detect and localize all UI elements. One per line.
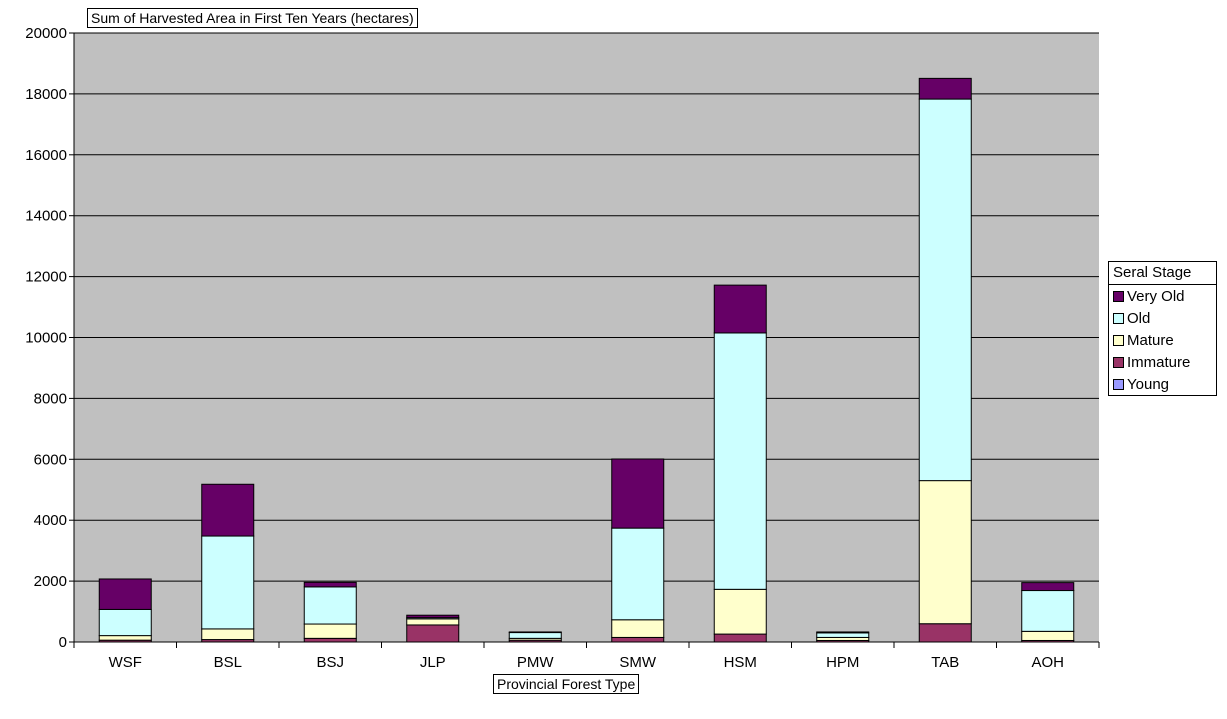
bar-segment xyxy=(303,581,357,588)
bar-segment xyxy=(508,632,562,639)
x-tick-label: WSF xyxy=(109,654,142,671)
x-tick-label: HSM xyxy=(724,654,757,671)
bar-segment xyxy=(611,458,665,529)
bar-segment xyxy=(1021,630,1075,641)
legend-title: Seral Stage xyxy=(1109,262,1216,285)
y-tick-label: 6000 xyxy=(34,451,67,468)
legend-item: Immature xyxy=(1109,351,1216,373)
x-tick-label: SMW xyxy=(619,654,657,671)
bars xyxy=(98,77,1075,643)
bar-segment xyxy=(713,633,767,643)
bar-segment xyxy=(713,284,767,334)
legend-item: Very Old xyxy=(1109,285,1216,307)
bar-segment xyxy=(611,619,665,638)
bar-segment xyxy=(611,636,665,643)
bar-segment xyxy=(816,632,870,638)
chart-title: Sum of Harvested Area in First Ten Years… xyxy=(87,8,418,28)
bar-segment xyxy=(303,586,357,625)
bar-segment xyxy=(406,614,460,619)
bar-segment xyxy=(918,98,972,482)
bar-segment xyxy=(918,623,972,643)
y-tick-label: 2000 xyxy=(34,573,67,590)
bar-segment xyxy=(201,535,255,630)
bar-segment xyxy=(98,578,152,610)
legend-label: Mature xyxy=(1127,331,1174,349)
bar-segment xyxy=(713,332,767,590)
legend-swatch xyxy=(1113,356,1124,368)
bar-segment xyxy=(918,77,972,100)
legend-item: Young xyxy=(1109,373,1216,395)
bar-segment xyxy=(1021,590,1075,632)
bar-segment xyxy=(918,480,972,625)
bar-segment xyxy=(98,608,152,637)
x-tick-label: TAB xyxy=(931,654,959,671)
bar-segment xyxy=(303,623,357,639)
y-tick-label: 8000 xyxy=(34,390,67,407)
y-tick-label: 14000 xyxy=(25,208,67,225)
x-tick-label: PMW xyxy=(517,654,555,671)
x-tick-label: BSL xyxy=(214,654,242,671)
y-tick-label: 18000 xyxy=(25,86,67,103)
x-tick-label: JLP xyxy=(420,654,446,671)
bar-segment xyxy=(406,624,460,643)
y-tick-label: 20000 xyxy=(25,25,67,42)
bar-segment xyxy=(303,637,357,643)
bar-segment xyxy=(816,631,870,634)
y-axis-ticks: 0 2000 4000 6000 8000 10000 12000 14000 16000 180… xyxy=(25,25,74,651)
legend-swatch xyxy=(1113,312,1124,324)
legend-label: Very Old xyxy=(1127,287,1185,305)
bar-segment xyxy=(713,588,767,635)
x-tick-label: BSJ xyxy=(316,654,344,671)
legend-item: Old xyxy=(1109,307,1216,329)
bar-segment xyxy=(1021,582,1075,592)
legend-label: Immature xyxy=(1127,353,1191,371)
legend-swatch xyxy=(1113,334,1124,346)
y-tick-label: 4000 xyxy=(34,512,67,529)
y-tick-label: 10000 xyxy=(25,330,67,347)
x-tick-label: AOH xyxy=(1031,654,1064,671)
bar-segment xyxy=(508,631,562,634)
bar-segment xyxy=(406,618,460,626)
y-tick-label: 16000 xyxy=(25,147,67,164)
bar-segment xyxy=(201,628,255,641)
x-axis-title: Provincial Forest Type xyxy=(493,674,640,694)
x-axis-ticks: WSF BSL BSJ JLP PMW SMW HSM HPM TAB AOH xyxy=(73,642,1100,671)
legend: Seral Stage Very Old Old Mature Immature You… xyxy=(1108,261,1217,396)
y-tick-label: 12000 xyxy=(25,269,67,286)
legend-swatch xyxy=(1113,290,1124,302)
legend-item: Mature xyxy=(1109,329,1216,351)
bar-segment xyxy=(201,483,255,537)
bar-segment xyxy=(98,635,152,641)
legend-swatch xyxy=(1113,378,1124,390)
legend-label: Old xyxy=(1127,309,1151,327)
x-tick-label: HPM xyxy=(826,654,859,671)
legend-items: Very Old Old Mature Immature Young xyxy=(1109,285,1216,395)
y-tick-label: 0 xyxy=(59,634,67,651)
bar-segment xyxy=(611,527,665,621)
legend-label: Young xyxy=(1127,375,1169,393)
